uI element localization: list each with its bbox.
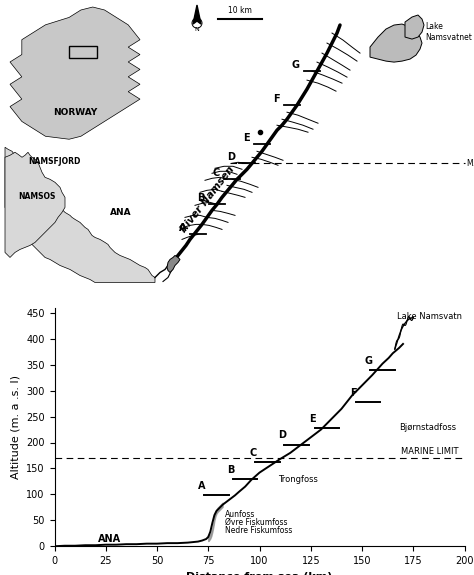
Text: River Namsen: River Namsen [179,164,237,234]
Y-axis label: Altitude (m. a .s. l): Altitude (m. a .s. l) [10,375,20,479]
Polygon shape [370,24,422,62]
Text: D: D [227,152,235,162]
Polygon shape [10,7,140,139]
Text: N: N [195,27,200,32]
Text: C: C [213,168,220,178]
Text: ANA: ANA [98,534,121,544]
Polygon shape [167,255,180,273]
Polygon shape [5,152,65,258]
Polygon shape [5,147,155,282]
Text: 10 km: 10 km [228,6,252,15]
Text: C: C [250,448,257,458]
Text: Nedre Fiskumfoss: Nedre Fiskumfoss [225,526,292,535]
Text: Aunfoss: Aunfoss [225,509,255,519]
Text: Bjørnstadfoss: Bjørnstadfoss [399,423,456,432]
Text: Trongfoss: Trongfoss [278,475,318,484]
Text: Lake Namsvatn: Lake Namsvatn [397,312,462,321]
Text: B: B [227,465,235,475]
Text: A: A [198,481,206,491]
Text: MARINE LIMIT: MARINE LIMIT [401,447,458,456]
Text: ANA: ANA [110,208,132,217]
Text: G: G [292,60,300,70]
Text: F: F [273,94,280,104]
Text: D: D [278,431,286,440]
Text: G: G [364,356,372,366]
Text: Lake
Namsvatnet: Lake Namsvatnet [425,22,472,42]
Text: NAMSFJORD: NAMSFJORD [28,158,81,166]
Bar [69,45,98,58]
Text: A: A [179,224,186,233]
Text: NORWAY: NORWAY [53,108,97,117]
Polygon shape [193,5,201,24]
Text: NAMSOS: NAMSOS [18,193,55,201]
Text: E: E [310,414,316,424]
Text: MARINE LIMIT: MARINE LIMIT [467,159,474,168]
Text: E: E [243,133,250,143]
Polygon shape [405,15,424,39]
Text: B: B [198,193,205,204]
X-axis label: Distance from sea (km): Distance from sea (km) [186,572,333,575]
Text: Øvre Fiskumfoss: Øvre Fiskumfoss [225,518,287,527]
Text: F: F [350,388,357,398]
